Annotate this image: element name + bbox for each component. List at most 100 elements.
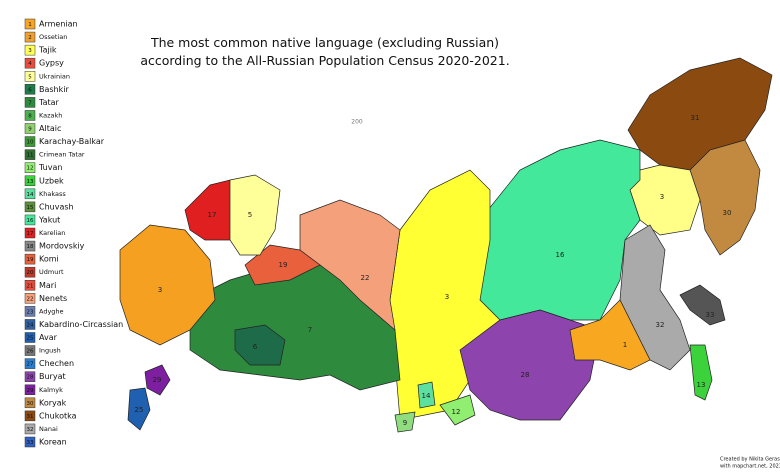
- legend-name: Altaic: [39, 124, 61, 133]
- legend-number: 6: [28, 87, 32, 93]
- legend-number: 20: [27, 270, 34, 276]
- legend-swatch: [24, 201, 36, 213]
- region-label: 13: [697, 381, 706, 389]
- legend-name: Korean: [39, 438, 67, 447]
- legend-swatch: [24, 214, 36, 226]
- region: [184, 179, 236, 241]
- legend-number: 19: [27, 257, 34, 263]
- legend-swatch: [24, 175, 36, 186]
- legend-number: 24: [27, 322, 34, 328]
- region: [629, 164, 701, 236]
- legend-number: 27: [27, 362, 34, 368]
- region: [459, 309, 601, 421]
- legend-swatch: [24, 293, 36, 304]
- legend-swatch: [24, 110, 36, 121]
- region: [244, 244, 321, 286]
- region: [234, 324, 286, 366]
- legend-name: Chechen: [39, 359, 74, 368]
- region-label: 29: [153, 376, 162, 384]
- region: [627, 57, 773, 171]
- region-label: 3: [660, 193, 664, 201]
- legend-swatch: [24, 44, 36, 56]
- legend-name: Nanai: [39, 425, 58, 433]
- legend-swatch: [24, 436, 36, 448]
- legend-swatch: [24, 31, 36, 43]
- map-title: The most common native language (excludi…: [140, 35, 510, 68]
- legend-name: Uzbek: [39, 176, 64, 185]
- legend-swatch: [24, 240, 36, 252]
- legend-swatch: [24, 280, 36, 291]
- legend-number: 33: [27, 440, 34, 446]
- legend-swatch: [24, 188, 36, 200]
- legend-swatch: [24, 97, 36, 108]
- legend-name: Khakass: [39, 190, 66, 198]
- region-label: 33: [706, 311, 715, 319]
- region-label: 30: [723, 209, 732, 217]
- region: [119, 224, 216, 346]
- legend-name: Crimean Tatar: [39, 151, 85, 159]
- region-label: 1: [623, 341, 627, 349]
- legend-name: Bashkir: [39, 85, 69, 94]
- map-note: 200: [351, 119, 363, 126]
- region: [689, 139, 761, 256]
- legend-number: 21: [27, 283, 34, 289]
- legend-name: Ukrainian: [39, 72, 70, 80]
- region: [569, 299, 651, 371]
- legend-number: 18: [27, 244, 34, 250]
- legend-swatch: [24, 84, 36, 95]
- legend-number: 1: [28, 22, 32, 28]
- legend-name: Udmurt: [39, 268, 64, 276]
- legend-number: 11: [27, 153, 34, 159]
- legend-name: Tajik: [38, 46, 57, 55]
- legend-name: Avar: [39, 333, 58, 342]
- legend-number: 23: [27, 309, 34, 315]
- region-label: 17: [208, 211, 217, 219]
- legend-number: 8: [28, 113, 32, 119]
- legend-number: 22: [27, 296, 34, 302]
- region-label: 14: [422, 392, 431, 400]
- legend-number: 28: [27, 375, 34, 381]
- legend-name: Mari: [39, 281, 56, 290]
- legend-name: Kazakh: [39, 111, 62, 119]
- legend-swatch: [24, 136, 36, 147]
- legend-number: 2: [28, 35, 32, 41]
- legend-name: Karachay-Balkar: [39, 137, 105, 146]
- legend-number: 16: [27, 218, 34, 224]
- region: [689, 344, 713, 401]
- region: [394, 411, 416, 433]
- region-label: 6: [253, 343, 258, 351]
- legend-name: Koryak: [39, 398, 67, 407]
- credit: with mapchart.net, 2023: [720, 464, 780, 470]
- region: [127, 387, 151, 431]
- region-label: 9: [403, 419, 407, 427]
- legend-swatch: [24, 358, 36, 369]
- legend-name: Mordovskiy: [39, 242, 85, 251]
- legend-name: Ingush: [39, 347, 61, 355]
- legend-name: Tatar: [38, 98, 60, 107]
- region-label: 22: [361, 274, 370, 282]
- region: [144, 364, 171, 396]
- region-label: 25: [135, 406, 144, 414]
- region-label: 32: [656, 321, 665, 329]
- legend-swatch: [24, 410, 36, 422]
- legend-number: 9: [28, 127, 32, 133]
- legend-number: 13: [27, 179, 34, 185]
- legend-number: 25: [27, 336, 34, 342]
- legend-swatch: [24, 371, 36, 382]
- legend-number: 4: [28, 61, 32, 67]
- legend-swatch: [24, 18, 36, 30]
- region-label: 12: [452, 408, 461, 416]
- region-label: 31: [691, 114, 700, 122]
- legend-number: 7: [28, 100, 32, 106]
- region-label: 19: [279, 261, 288, 269]
- legend-name: Buryat: [39, 372, 66, 381]
- legend-name: Chukotka: [39, 411, 77, 420]
- legend-name: Adyghe: [39, 307, 64, 315]
- legend-swatch: [24, 253, 36, 265]
- legend-number: 10: [27, 140, 34, 146]
- region-label: 3: [158, 286, 162, 294]
- legend-name: Armenian: [39, 20, 78, 29]
- legend-name: Nenets: [39, 294, 67, 303]
- legend-swatch: [24, 423, 36, 435]
